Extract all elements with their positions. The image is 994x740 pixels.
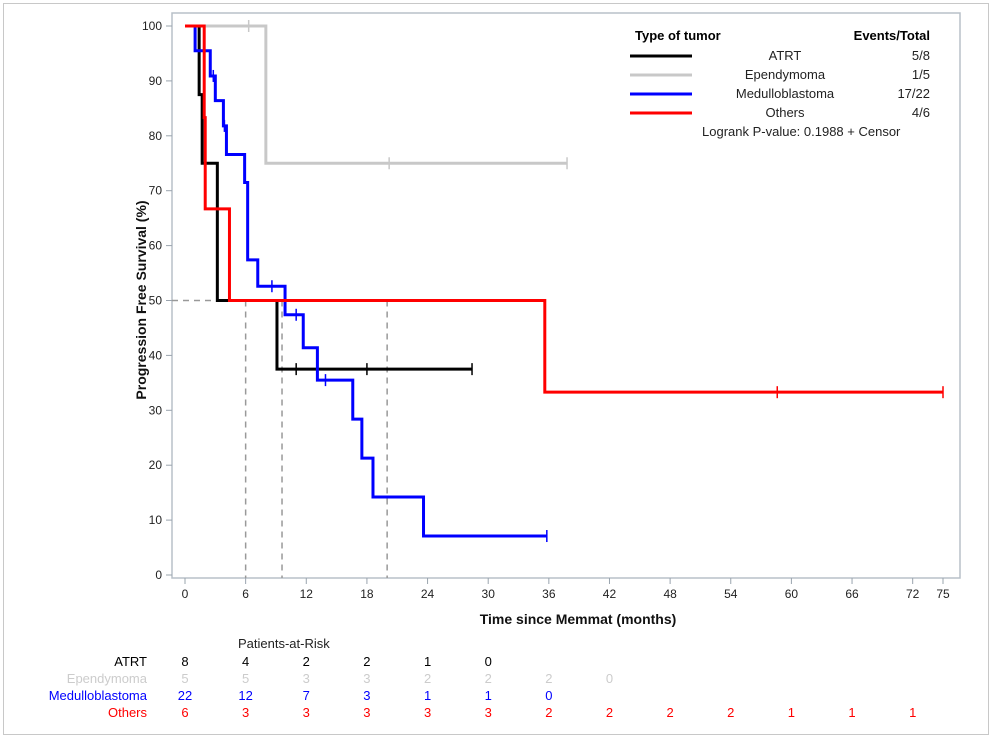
- at-risk-value: 2: [363, 654, 370, 669]
- logrank-p-value: Logrank P-value: 0.1988 + Censor: [702, 124, 901, 139]
- x-tick-label: 75: [936, 587, 950, 601]
- x-tick-label: 30: [482, 587, 496, 601]
- legend-label: Others: [765, 105, 805, 120]
- at-risk-value: 5: [242, 671, 249, 686]
- at-risk-row-label: Ependymoma: [67, 671, 148, 686]
- at-risk-value: 2: [727, 705, 734, 720]
- legend-label: ATRT: [769, 48, 802, 63]
- y-tick-label: 10: [149, 513, 163, 527]
- figure-frame: [3, 3, 989, 735]
- at-risk-row-label: Medulloblastoma: [49, 688, 148, 703]
- legend-header-type: Type of tumor: [635, 28, 721, 43]
- curve-ependymoma: [185, 24, 568, 165]
- at-risk-value: 12: [238, 688, 252, 703]
- x-tick-label: 72: [906, 587, 920, 601]
- at-risk-value: 0: [485, 654, 492, 669]
- median-reference-lines: [172, 299, 388, 578]
- y-tick-label: 20: [149, 458, 163, 472]
- curve-atrt: [185, 24, 473, 371]
- x-tick-label: 12: [300, 587, 314, 601]
- at-risk-value: 3: [424, 705, 431, 720]
- x-tick-label: 24: [421, 587, 435, 601]
- at-risk-value: 2: [667, 705, 674, 720]
- y-tick-label: 30: [149, 403, 163, 417]
- x-tick-label: 60: [785, 587, 799, 601]
- curve-others: [185, 24, 943, 394]
- survival-curves: [185, 20, 944, 543]
- y-tick-label: 0: [155, 568, 162, 582]
- at-risk-value: 2: [424, 671, 431, 686]
- legend-events-total: 5/8: [912, 48, 930, 63]
- at-risk-value: 1: [424, 654, 431, 669]
- y-tick-label: 50: [149, 294, 163, 308]
- x-tick-label: 0: [182, 587, 189, 601]
- x-tick-label: 36: [542, 587, 556, 601]
- at-risk-value: 2: [606, 705, 613, 720]
- at-risk-value: 0: [606, 671, 613, 686]
- at-risk-value: 7: [303, 688, 310, 703]
- at-risk-value: 2: [545, 705, 552, 720]
- at-risk-value: 6: [181, 705, 188, 720]
- at-risk-value: 3: [303, 671, 310, 686]
- at-risk-value: 2: [303, 654, 310, 669]
- at-risk-row-label: Others: [108, 705, 148, 720]
- legend-events-total: 1/5: [912, 67, 930, 82]
- at-risk-value: 1: [788, 705, 795, 720]
- curve-medulloblastoma: [185, 24, 547, 538]
- y-tick-label: 80: [149, 129, 163, 143]
- y-tick-label: 60: [149, 239, 163, 253]
- x-tick-label: 18: [360, 587, 374, 601]
- at-risk-value: 3: [363, 671, 370, 686]
- at-risk-value: 5: [181, 671, 188, 686]
- x-tick-label: 48: [663, 587, 677, 601]
- at-risk-value: 2: [545, 671, 552, 686]
- at-risk-value: 22: [178, 688, 192, 703]
- x-tick-label: 66: [845, 587, 859, 601]
- at-risk-value: 1: [909, 705, 916, 720]
- at-risk-value: 3: [242, 705, 249, 720]
- at-risk-value: 8: [181, 654, 188, 669]
- at-risk-value: 3: [363, 705, 370, 720]
- legend-header-events: Events/Total: [854, 28, 930, 43]
- x-tick-label: 54: [724, 587, 738, 601]
- at-risk-value: 1: [848, 705, 855, 720]
- axes: 0 10 20 30 40 50 60 70 80 90 100 0 6 12 18 24 30 36 42 48 54…: [142, 12, 961, 601]
- at-risk-value: 1: [485, 688, 492, 703]
- x-axis-title: Time since Memmat (months): [480, 611, 677, 627]
- x-tick-label: 42: [603, 587, 617, 601]
- legend-events-total: 17/22: [897, 86, 930, 101]
- legend-events-total: 4/6: [912, 105, 930, 120]
- at-risk-value: 4: [242, 654, 249, 669]
- at-risk-value: 3: [485, 705, 492, 720]
- y-tick-label: 70: [149, 184, 163, 198]
- y-tick-label: 100: [142, 19, 162, 33]
- y-tick-label: 40: [149, 348, 163, 362]
- y-tick-label: 90: [149, 74, 163, 88]
- at-risk-value: 2: [485, 671, 492, 686]
- legend-label: Ependymoma: [745, 67, 826, 82]
- at-risk-value: 3: [303, 705, 310, 720]
- legend-label: Medulloblastoma: [736, 86, 835, 101]
- at-risk-value: 3: [363, 688, 370, 703]
- at-risk-title: Patients-at-Risk: [238, 636, 330, 651]
- at-risk-value: 1: [424, 688, 431, 703]
- x-tick-label: 6: [242, 587, 249, 601]
- plot-area-border: [171, 12, 961, 579]
- y-axis-title: Progression Free Survival (%): [133, 200, 149, 399]
- legend: Type of tumor Events/Total ATRT 5/8 Ependy…: [630, 28, 930, 139]
- at-risk-row-label: ATRT: [114, 654, 147, 669]
- at-risk-value: 0: [545, 688, 552, 703]
